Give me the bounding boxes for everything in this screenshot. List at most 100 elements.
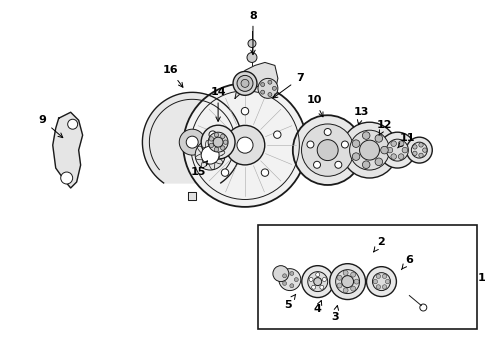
- Circle shape: [419, 153, 423, 158]
- Circle shape: [314, 278, 322, 285]
- Circle shape: [381, 146, 388, 154]
- Circle shape: [248, 40, 256, 48]
- Text: 10: 10: [307, 95, 323, 117]
- Text: 1: 1: [477, 273, 485, 283]
- Circle shape: [322, 278, 326, 282]
- Circle shape: [363, 161, 370, 168]
- Text: 2: 2: [374, 237, 385, 252]
- Circle shape: [237, 137, 253, 153]
- Text: 5: 5: [284, 294, 295, 310]
- Circle shape: [376, 285, 381, 289]
- Text: 9: 9: [39, 115, 63, 138]
- Circle shape: [412, 142, 427, 158]
- Circle shape: [261, 169, 269, 176]
- Circle shape: [294, 278, 298, 282]
- Text: 3: 3: [331, 306, 339, 323]
- Circle shape: [352, 140, 360, 147]
- Circle shape: [261, 90, 265, 94]
- Circle shape: [258, 78, 278, 98]
- Circle shape: [342, 276, 354, 288]
- Circle shape: [293, 115, 363, 185]
- Circle shape: [382, 274, 387, 278]
- Circle shape: [283, 282, 287, 285]
- Circle shape: [241, 108, 249, 115]
- Circle shape: [179, 129, 205, 155]
- Circle shape: [308, 272, 328, 292]
- Circle shape: [372, 273, 391, 291]
- Circle shape: [343, 288, 348, 293]
- Circle shape: [387, 147, 392, 153]
- Circle shape: [237, 75, 253, 91]
- Circle shape: [337, 275, 342, 280]
- Circle shape: [376, 274, 381, 278]
- Circle shape: [379, 132, 416, 168]
- Circle shape: [324, 129, 331, 135]
- Text: 4: 4: [314, 301, 322, 315]
- Circle shape: [337, 283, 342, 288]
- Circle shape: [214, 147, 219, 152]
- Polygon shape: [235, 62, 278, 98]
- Circle shape: [268, 80, 272, 84]
- Circle shape: [208, 132, 228, 152]
- Circle shape: [316, 273, 319, 276]
- Circle shape: [183, 84, 307, 207]
- Circle shape: [225, 125, 265, 165]
- Text: 16: 16: [163, 66, 183, 87]
- Polygon shape: [188, 192, 196, 200]
- Circle shape: [290, 271, 294, 275]
- Circle shape: [354, 279, 359, 284]
- Circle shape: [290, 284, 294, 288]
- Circle shape: [382, 285, 387, 289]
- Circle shape: [413, 151, 417, 156]
- Circle shape: [375, 135, 383, 142]
- Circle shape: [406, 137, 432, 163]
- Circle shape: [209, 143, 214, 148]
- Circle shape: [387, 139, 408, 161]
- Text: 15: 15: [191, 161, 207, 177]
- Circle shape: [351, 286, 356, 291]
- Circle shape: [398, 141, 404, 147]
- Circle shape: [220, 134, 225, 139]
- Circle shape: [402, 147, 408, 153]
- Circle shape: [273, 266, 289, 282]
- Circle shape: [261, 82, 265, 86]
- Circle shape: [312, 285, 316, 289]
- Circle shape: [223, 140, 228, 144]
- Circle shape: [398, 154, 404, 159]
- Circle shape: [343, 270, 348, 275]
- Circle shape: [68, 119, 77, 129]
- Circle shape: [391, 141, 396, 147]
- Circle shape: [367, 267, 396, 297]
- Circle shape: [309, 278, 313, 282]
- Circle shape: [373, 279, 377, 284]
- Text: 14: 14: [210, 87, 226, 121]
- Circle shape: [201, 146, 219, 164]
- Circle shape: [209, 137, 214, 141]
- Circle shape: [422, 148, 427, 152]
- Circle shape: [360, 140, 379, 160]
- Circle shape: [330, 264, 366, 300]
- Text: 11: 11: [397, 133, 415, 148]
- Text: 6: 6: [401, 255, 413, 270]
- Circle shape: [268, 93, 272, 96]
- Circle shape: [273, 131, 281, 138]
- Circle shape: [335, 161, 342, 168]
- Circle shape: [195, 140, 225, 170]
- Bar: [258, 225, 477, 329]
- Circle shape: [317, 140, 338, 161]
- Circle shape: [363, 132, 370, 139]
- Circle shape: [342, 122, 397, 178]
- Text: 7: 7: [273, 73, 304, 98]
- Circle shape: [214, 133, 219, 137]
- Circle shape: [336, 270, 360, 293]
- Circle shape: [419, 143, 423, 147]
- Circle shape: [307, 141, 314, 148]
- Circle shape: [233, 71, 257, 95]
- Circle shape: [301, 124, 354, 176]
- Circle shape: [375, 158, 383, 166]
- Circle shape: [220, 146, 225, 150]
- Circle shape: [241, 80, 249, 87]
- Circle shape: [201, 125, 235, 159]
- Polygon shape: [143, 93, 242, 183]
- Circle shape: [342, 141, 348, 148]
